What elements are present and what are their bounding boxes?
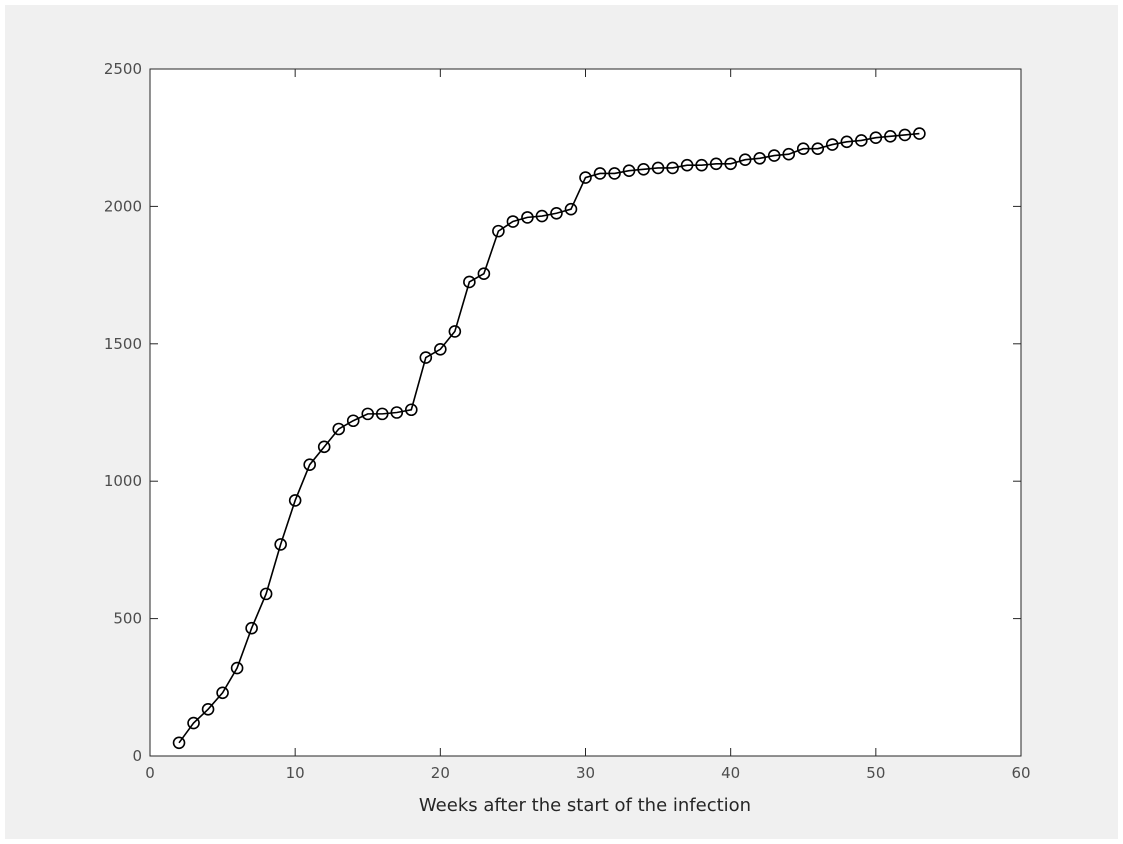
data-point (317, 440, 331, 454)
data-point (434, 342, 447, 356)
y-tick-label: 1500 (104, 335, 142, 353)
data-point (709, 157, 723, 171)
data-point (419, 351, 433, 364)
data-point (651, 161, 665, 175)
x-tick-label: 0 (145, 764, 155, 782)
data-point (666, 161, 679, 175)
data-point (767, 149, 781, 162)
data-point (303, 458, 316, 472)
data-point (564, 202, 578, 216)
data-point (840, 135, 854, 149)
x-axis-label: Weeks after the start of the infection (419, 795, 751, 816)
x-tick-label: 50 (866, 764, 885, 782)
axis-ticks (149, 68, 1022, 757)
data-point (593, 167, 607, 180)
data-point (796, 142, 810, 155)
data-point (201, 702, 215, 716)
data-point (637, 163, 650, 176)
data-point (492, 224, 505, 238)
series-markers (172, 127, 926, 750)
data-point (187, 716, 200, 730)
data-point (579, 171, 592, 184)
x-tick-label: 40 (721, 764, 740, 782)
data-point (811, 142, 825, 155)
data-point (782, 147, 796, 161)
data-point (695, 158, 708, 172)
data-point (506, 215, 520, 228)
data-point (535, 209, 549, 223)
data-point (404, 403, 418, 417)
data-point (172, 736, 186, 750)
data-point (259, 587, 273, 601)
data-point (738, 153, 752, 166)
data-point (216, 686, 229, 700)
data-point (913, 127, 926, 140)
data-point (680, 158, 694, 172)
data-point (448, 325, 462, 338)
data-point (346, 414, 360, 428)
data-point (855, 134, 868, 147)
series-line (178, 132, 920, 744)
data-point (230, 661, 244, 675)
data-point (375, 407, 389, 421)
data-point (521, 211, 534, 224)
y-tick-label: 2500 (104, 60, 142, 78)
figure-background: 0 10 20 30 40 50 60 0 500 1000 1500 2000 2500 Weeks … (5, 5, 1118, 839)
data-point (245, 621, 258, 635)
data-point (550, 206, 563, 220)
data-point (869, 131, 883, 144)
line-chart: 0 10 20 30 40 50 60 0 500 1000 1500 2000 2500 Weeks … (104, 60, 1031, 816)
y-tick-label: 2000 (104, 197, 142, 215)
y-tick-label: 1000 (104, 472, 142, 490)
data-point (463, 275, 476, 289)
data-point (361, 407, 375, 421)
data-point (332, 422, 346, 436)
data-point (898, 128, 912, 142)
x-tick-label: 10 (286, 764, 305, 782)
data-point (274, 538, 287, 551)
x-tick-label: 30 (576, 764, 595, 782)
tick-labels: 0 10 20 30 40 50 60 0 500 1000 1500 2000 2500 (104, 60, 1031, 782)
x-tick-label: 60 (1011, 764, 1030, 782)
data-point (825, 138, 839, 151)
data-point (288, 494, 302, 507)
y-tick-label: 500 (113, 610, 142, 628)
data-point (753, 152, 767, 165)
data-point (884, 130, 897, 143)
data-point (622, 164, 636, 177)
data-point (390, 406, 404, 419)
x-tick-label: 20 (431, 764, 450, 782)
data-point (477, 267, 491, 281)
y-tick-label: 0 (132, 747, 142, 765)
data-point (608, 167, 621, 180)
data-point (724, 157, 737, 171)
